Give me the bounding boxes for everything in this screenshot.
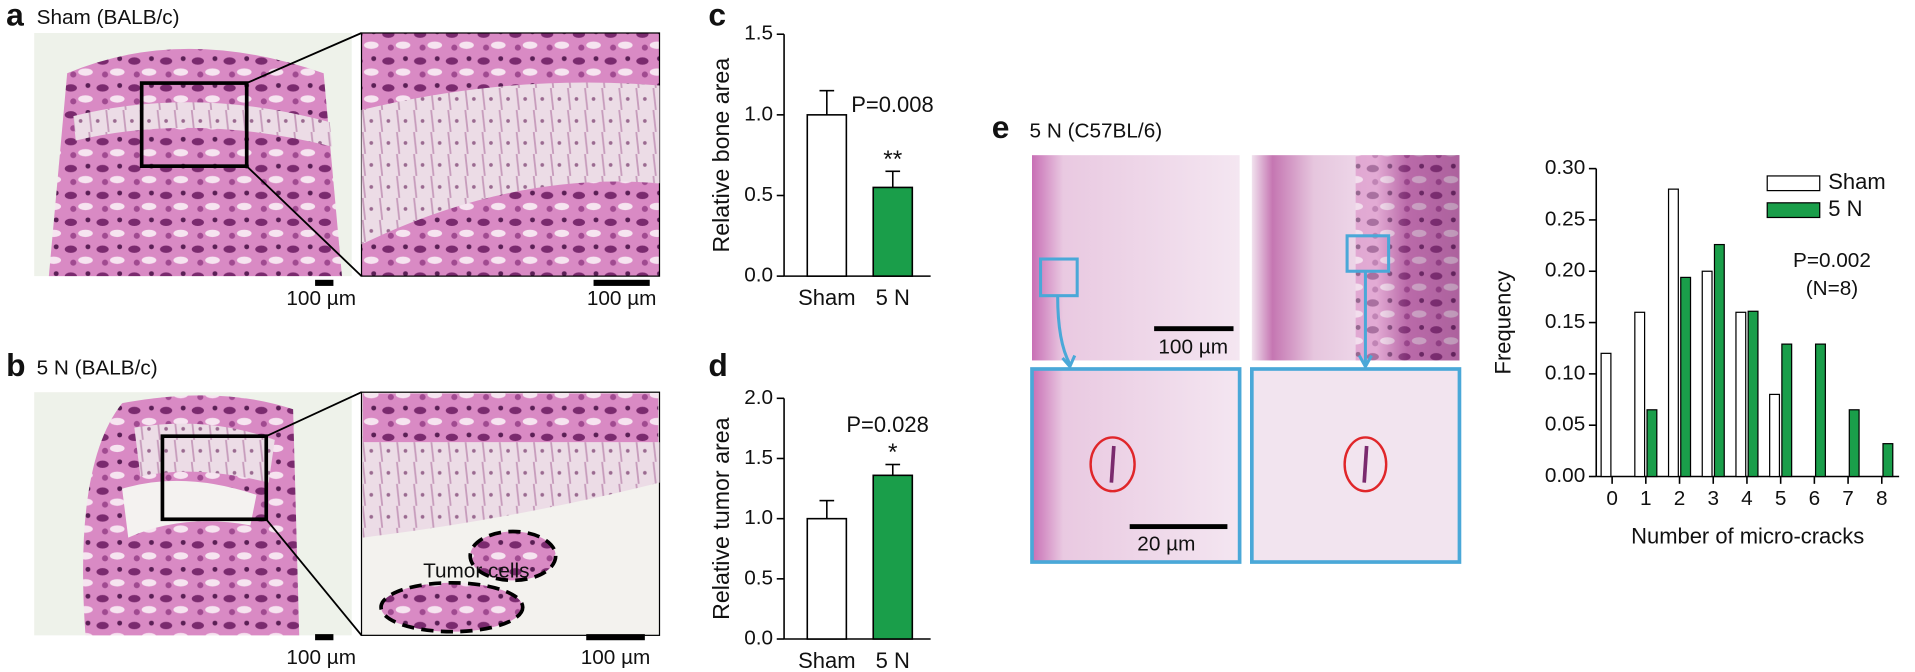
bar: [1680, 276, 1692, 478]
panel-label: b: [6, 347, 25, 383]
x-tick-label: 4: [1741, 487, 1753, 510]
legend-label: 5 N: [1828, 196, 1862, 221]
significance: *: [888, 439, 898, 466]
y-tick-label: 0.5: [744, 183, 773, 206]
y-tick-label: 0.5: [744, 566, 773, 589]
x-tick-label: Sham: [798, 648, 855, 672]
panel-caption: 5 N (BALB/c): [37, 356, 158, 379]
annotation: P=0.028: [846, 412, 928, 437]
histology-image: [360, 32, 661, 277]
x-tick-label: 5 N: [876, 648, 910, 672]
panel-label: e: [992, 109, 1010, 145]
y-tick-label: 0.10: [1545, 361, 1585, 384]
panel-label: d: [708, 347, 727, 383]
scale-label: 100 µm: [286, 646, 356, 669]
x-tick-label: 0: [1606, 487, 1618, 510]
legend-swatch: [1766, 175, 1821, 192]
histology-image: [1030, 155, 1462, 564]
bar: [1713, 243, 1725, 478]
scale-bar: [1154, 326, 1234, 332]
bar: [1848, 409, 1860, 478]
x-tick-label: Sham: [798, 285, 855, 310]
y-tick-label: 0.0: [744, 264, 773, 287]
y-tick-label: 0.25: [1545, 207, 1585, 230]
y-tick-label: 0.15: [1545, 310, 1585, 333]
x-tick-label: 5: [1775, 487, 1787, 510]
histology-image: [360, 391, 661, 636]
y-tick-label: 2.0: [744, 386, 773, 409]
bar: [1747, 310, 1759, 478]
x-tick-label: 2: [1674, 487, 1686, 510]
histology-image: [34, 391, 363, 636]
y-tick-label: 0.30: [1545, 156, 1585, 179]
x-tick-label: 5 N: [876, 285, 910, 310]
scale-label: 100 µm: [286, 287, 356, 310]
annotation: P=0.002: [1793, 249, 1871, 272]
scale-bar: [315, 279, 334, 286]
scale-label: 100 µm: [581, 646, 651, 669]
bar: [1600, 352, 1612, 478]
y-tick-label: 1.5: [744, 22, 773, 45]
bar: [872, 474, 914, 640]
y-tick-label: 0.20: [1545, 259, 1585, 282]
significance: **: [883, 146, 902, 173]
bar: [872, 186, 914, 277]
y-tick-label: 0.0: [744, 626, 773, 649]
scale-bar: [315, 634, 334, 641]
panel-caption: Sham (BALB/c): [37, 6, 180, 29]
y-tick-label: 0.05: [1545, 413, 1585, 436]
bar: [1882, 443, 1894, 478]
x-tick-label: 7: [1842, 487, 1854, 510]
annotation: Tumor cells: [423, 559, 529, 582]
scale-bar: [586, 634, 645, 641]
bar: [1667, 188, 1679, 478]
bar: [1634, 311, 1646, 478]
y-axis-label: Relative tumor area: [708, 417, 734, 619]
scale-bar: [1129, 524, 1228, 530]
bar: [806, 114, 848, 277]
y-axis-label: Frequency: [1490, 271, 1515, 375]
bar: [1814, 343, 1826, 478]
bar: [1735, 311, 1747, 478]
scale-label: 20 µm: [1137, 532, 1195, 555]
bar: [1701, 270, 1713, 478]
y-tick-label: 1.0: [744, 102, 773, 125]
bar: [1646, 409, 1658, 478]
x-tick-label: 6: [1809, 487, 1821, 510]
y-tick-label: 1.5: [744, 446, 773, 469]
bar: [806, 517, 848, 640]
panel-label: c: [708, 0, 726, 32]
y-tick-label: 0.00: [1545, 464, 1585, 487]
y-tick-label: 1.0: [744, 506, 773, 529]
histology-image: [34, 32, 363, 277]
legend-label: Sham: [1828, 169, 1885, 194]
x-tick-label: 3: [1707, 487, 1719, 510]
bar: [1781, 343, 1793, 478]
panel-label: a: [6, 0, 24, 32]
legend-swatch: [1766, 202, 1821, 219]
x-tick-label: 8: [1876, 487, 1888, 510]
bar: [1769, 393, 1781, 478]
scale-bar: [593, 279, 650, 286]
scale-label: 100 µm: [587, 287, 657, 310]
x-axis-label: Number of micro-cracks: [1631, 523, 1864, 548]
x-tick-label: 1: [1640, 487, 1652, 510]
annotation: (N=8): [1806, 277, 1858, 300]
panel-caption: 5 N (C57BL/6): [1030, 119, 1163, 142]
scale-label: 100 µm: [1158, 336, 1228, 359]
y-axis-label: Relative bone area: [708, 58, 734, 253]
annotation: P=0.008: [851, 92, 933, 117]
